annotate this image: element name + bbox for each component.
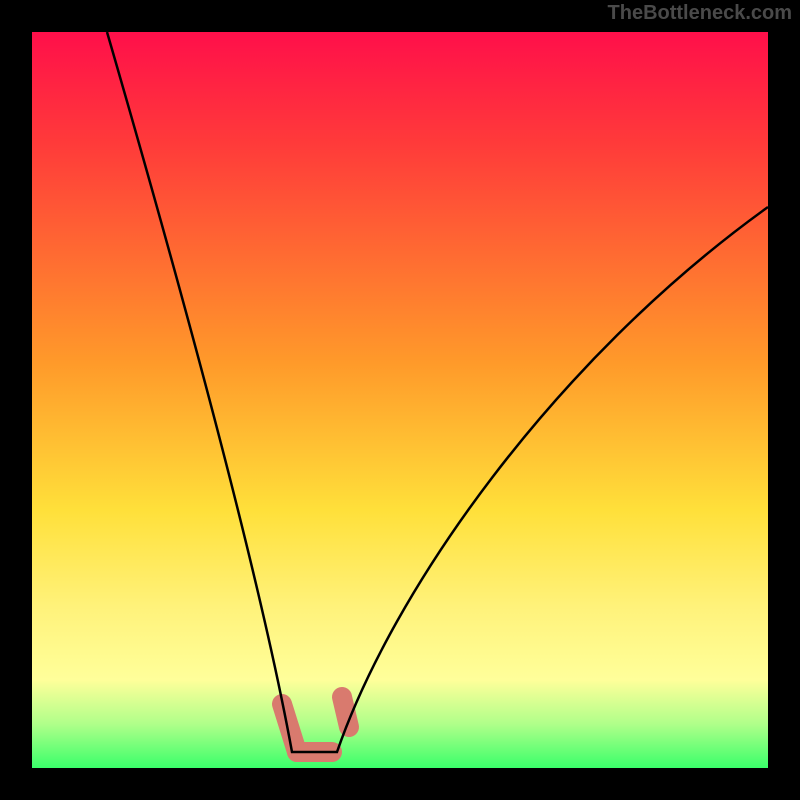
plot-area xyxy=(32,32,768,768)
bottleneck-curve xyxy=(107,32,768,752)
chart-svg xyxy=(32,32,768,768)
watermark-text: TheBottleneck.com xyxy=(608,2,792,25)
